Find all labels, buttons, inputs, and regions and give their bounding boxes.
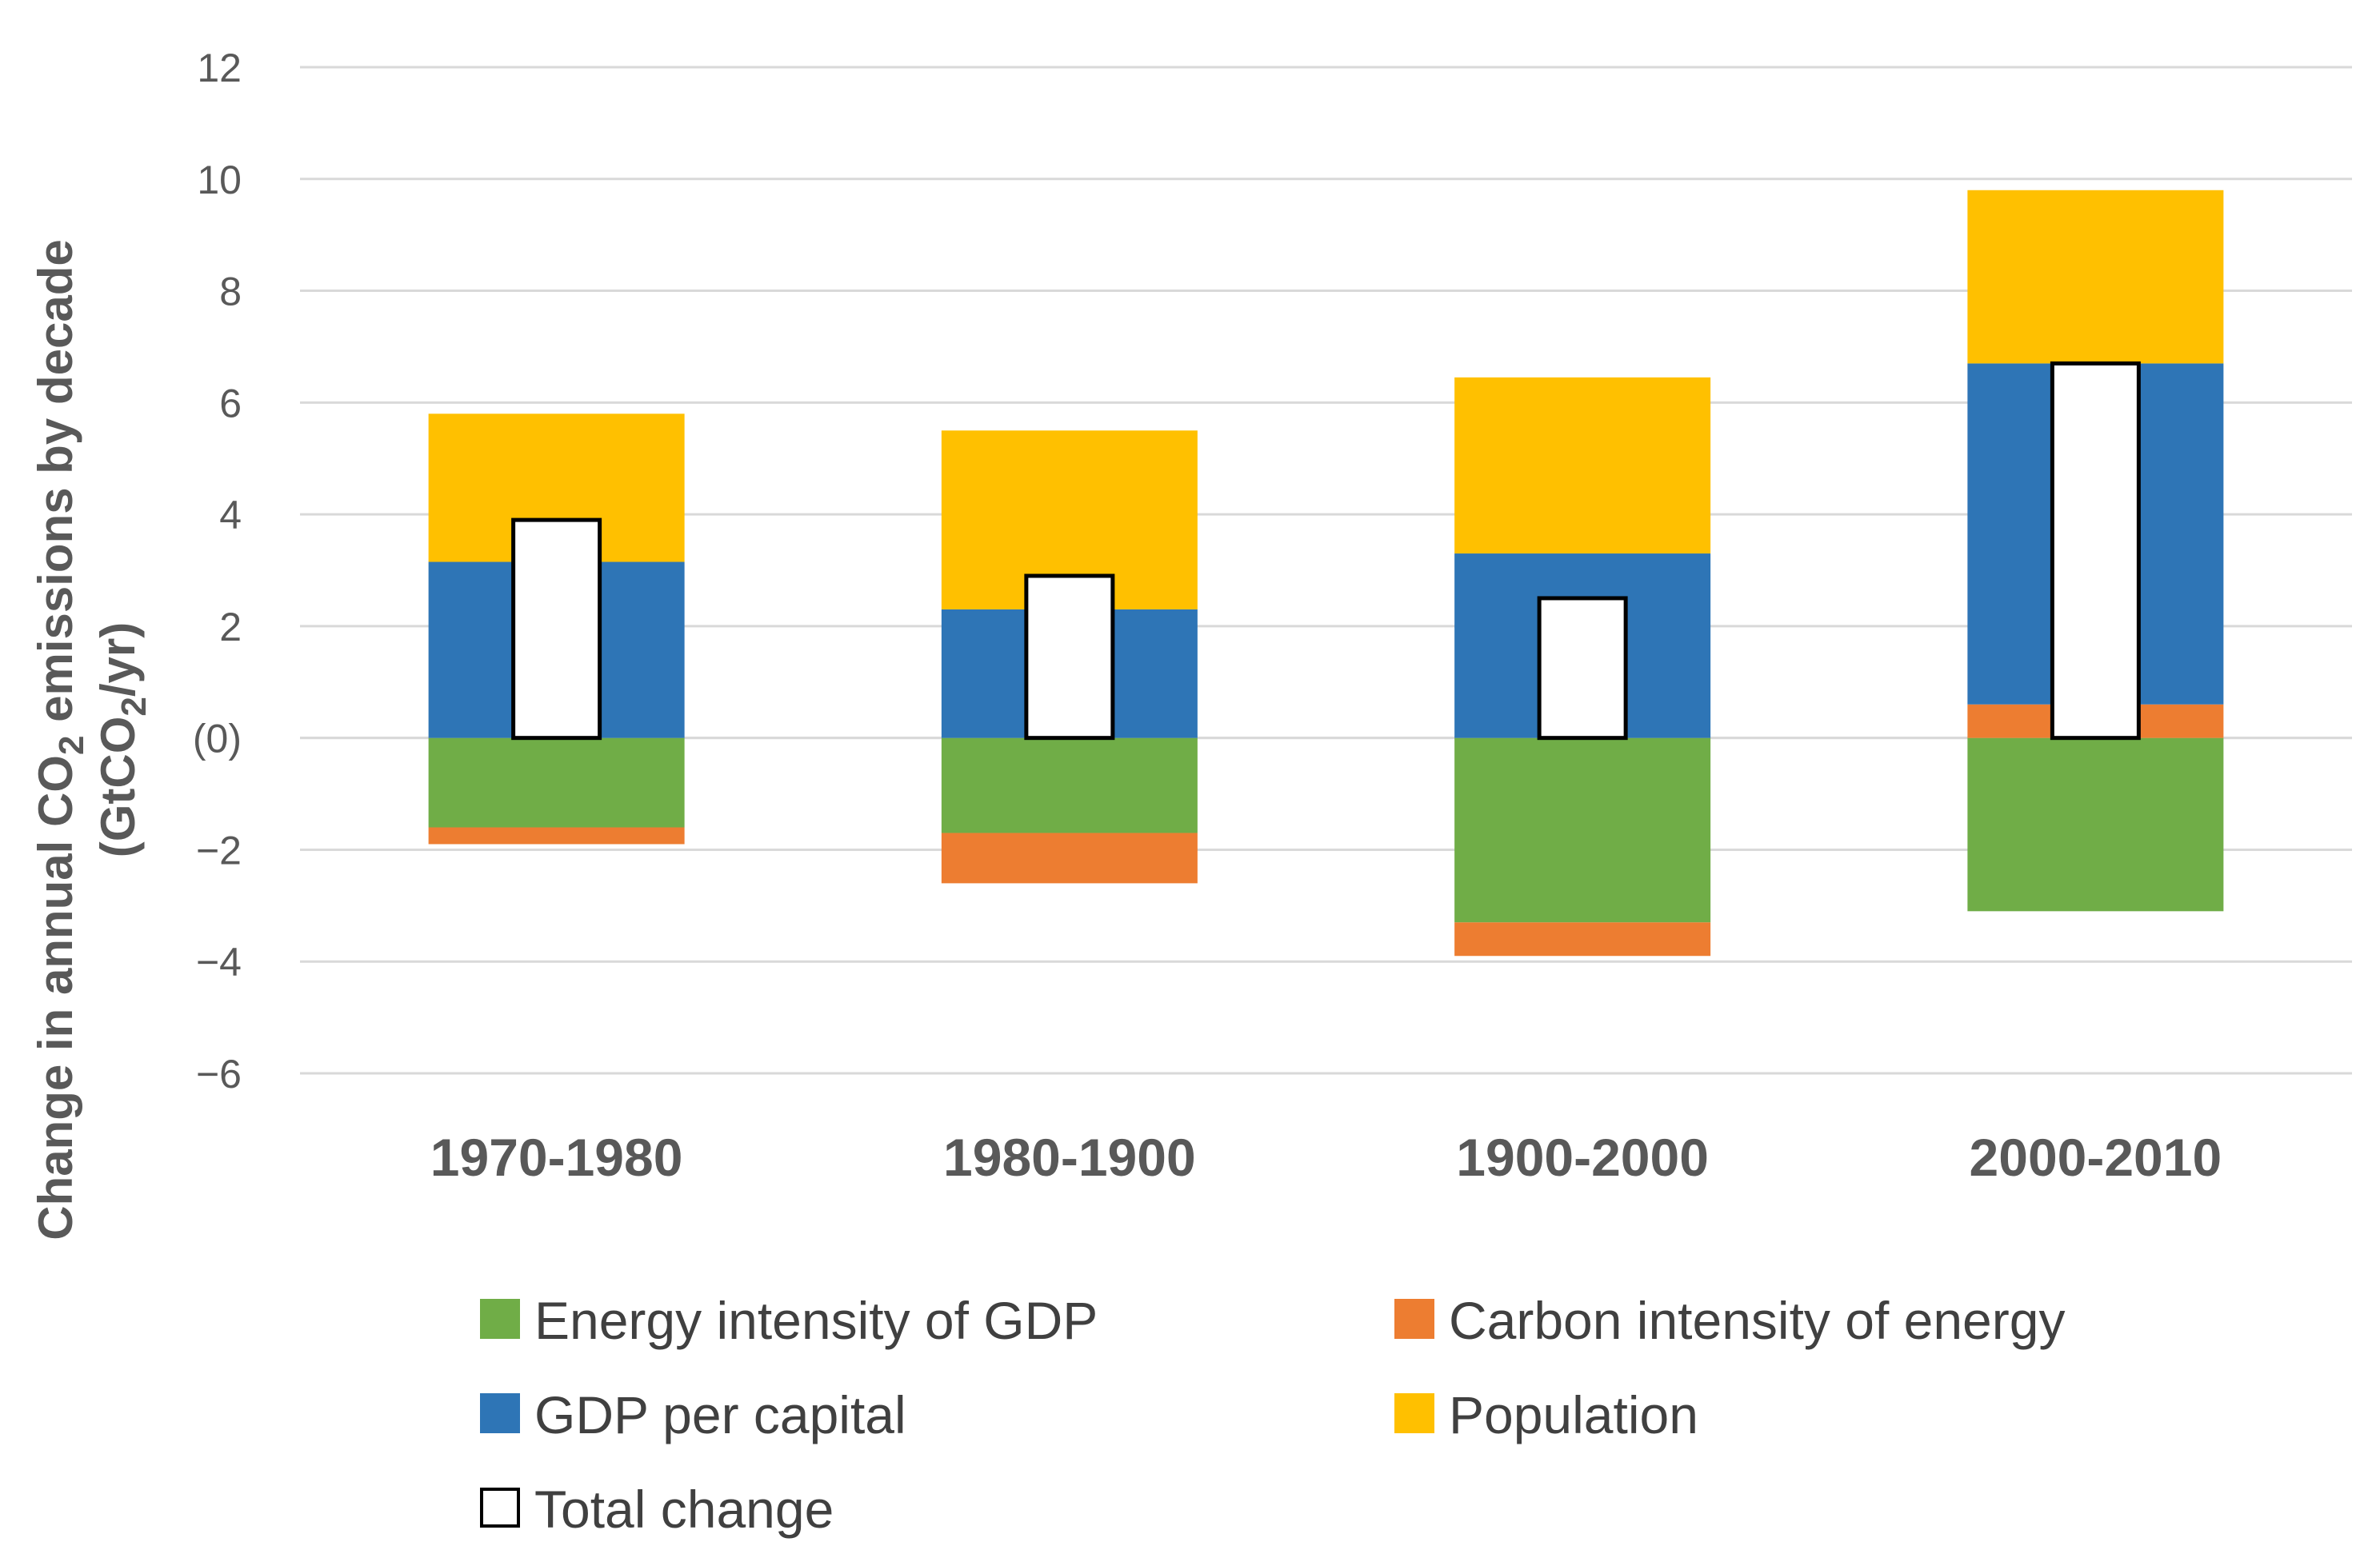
- bar-segment-energy-intensity-of-gdp: [1454, 737, 1711, 923]
- total-change-bar: [2050, 361, 2141, 741]
- legend-label: Energy intensity of GDP: [534, 1291, 1098, 1350]
- legend-label: Population: [1449, 1385, 1698, 1444]
- bar-segment-energy-intensity-of-gdp: [941, 737, 1198, 833]
- y-tick-label: (0): [193, 717, 242, 761]
- y-tick-label: 12: [197, 46, 242, 90]
- y-tick-label: 6: [219, 381, 242, 425]
- y-tick-label: −2: [196, 828, 242, 873]
- legend-label: GDP per capital: [534, 1385, 906, 1444]
- y-axis-label-line1: Change in annual CO2 emissions by decade: [29, 239, 91, 1240]
- x-category-label: 1970-1980: [430, 1128, 683, 1187]
- legend-swatch: [480, 1299, 520, 1339]
- y-unit-text-b: /yr): [91, 622, 145, 697]
- bar-segment-population: [1967, 190, 2224, 364]
- total-change-bar: [1537, 596, 1628, 741]
- legend: Energy intensity of GDP Carbon intensity …: [480, 1291, 2065, 1539]
- y-label-text-a: Change in annual CO: [29, 755, 82, 1240]
- y-unit-text-a: (GtCO: [91, 717, 145, 858]
- y-label-subscript: 2: [52, 736, 91, 755]
- legend-item: Total change: [480, 1480, 834, 1539]
- legend-label: Total change: [534, 1480, 834, 1539]
- y-tick-label: 2: [219, 605, 242, 649]
- legend-item: Population: [1394, 1385, 1698, 1444]
- y-axis-ticks: 12 10 8 6 4 2 (0) −2 −4 −6: [193, 46, 242, 1097]
- legend-swatch-total: [480, 1488, 520, 1528]
- total-change-bar: [1024, 573, 1115, 741]
- y-unit-subscript: 2: [114, 697, 154, 716]
- legend-item: Energy intensity of GDP: [480, 1291, 1098, 1350]
- y-label-text-b: emissions by decade: [29, 239, 82, 735]
- legend-swatch: [480, 1393, 520, 1433]
- bar-segment-energy-intensity-of-gdp: [1967, 737, 2224, 912]
- y-tick-label: 4: [219, 493, 242, 537]
- bar-segment-carbon-intensity-of-energy: [1454, 922, 1711, 957]
- y-tick-label: 10: [197, 158, 242, 202]
- y-tick-label: 8: [219, 270, 242, 314]
- legend-swatch: [1394, 1393, 1434, 1433]
- x-axis-categories: 1970-1980 1980-1900 1900-2000 2000-2010: [430, 1128, 2222, 1187]
- legend-item: Carbon intensity of energy: [1394, 1291, 2065, 1350]
- y-tick-label: −4: [196, 940, 242, 985]
- bar-segments: [428, 190, 2224, 957]
- legend-swatch: [1394, 1299, 1434, 1339]
- bar-segment-carbon-intensity-of-energy: [941, 833, 1198, 884]
- x-category-label: 1900-2000: [1456, 1128, 1709, 1187]
- bar-segment-population: [1454, 377, 1711, 554]
- legend-item: GDP per capital: [480, 1385, 906, 1444]
- y-axis-label-line2: (GtCO2/yr): [91, 622, 154, 858]
- bar-segment-energy-intensity-of-gdp: [428, 737, 685, 828]
- x-category-label: 2000-2010: [1970, 1128, 2222, 1187]
- total-change-bar: [511, 517, 602, 741]
- x-category-label: 1980-1900: [943, 1128, 1196, 1187]
- total-change-bars: [511, 361, 2141, 741]
- bar-segment-carbon-intensity-of-energy: [428, 827, 685, 845]
- legend-label: Carbon intensity of energy: [1449, 1291, 2065, 1350]
- y-tick-label: −6: [196, 1052, 242, 1097]
